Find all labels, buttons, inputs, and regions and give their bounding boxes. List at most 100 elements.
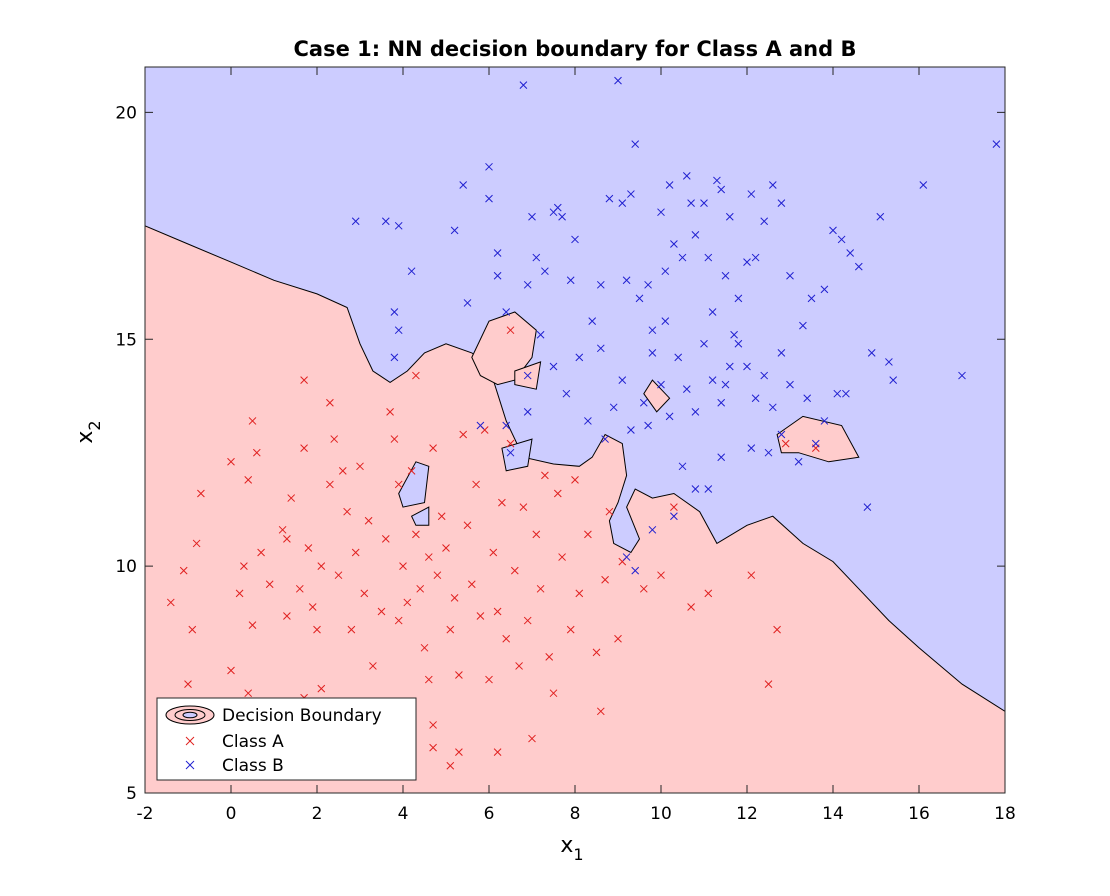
class-b-point <box>648 326 657 335</box>
class-a-point <box>747 571 756 580</box>
class-b-point <box>558 212 566 221</box>
class-b-point <box>725 212 734 221</box>
class-a-point <box>283 612 291 620</box>
class-a-point <box>528 734 536 743</box>
class-a-point <box>283 535 291 543</box>
x-axis-label-subscript: 1 <box>573 845 583 864</box>
class-b-point <box>833 389 842 398</box>
legend-label-class-b: Class B <box>222 756 284 776</box>
class-a-point <box>523 616 532 625</box>
class-b-point <box>678 462 687 471</box>
class-b-point <box>596 344 605 353</box>
class-a-point <box>386 407 394 416</box>
class-b-point <box>536 330 545 339</box>
class-b-point <box>627 190 635 198</box>
class-b-point <box>502 308 511 316</box>
class-b-point <box>381 217 390 226</box>
class-b-point <box>390 353 399 362</box>
class-a-point <box>515 662 523 670</box>
y-tick-label: 20 <box>115 103 137 123</box>
class-a-point <box>536 584 545 593</box>
class-b-point <box>876 212 885 221</box>
class-b-point <box>670 512 678 521</box>
class-b-point <box>777 199 786 207</box>
class-b-point <box>351 217 360 226</box>
class-a-point <box>317 562 326 570</box>
class-a-point <box>442 544 450 552</box>
class-a-point <box>532 530 541 539</box>
class-a-point <box>360 589 369 598</box>
class-b-point <box>485 194 493 203</box>
class-b-point <box>829 226 837 235</box>
class-b-point <box>837 235 846 244</box>
class-a-point <box>300 444 308 453</box>
contour-icon <box>165 705 215 725</box>
class-b-point <box>670 240 678 248</box>
class-b-point <box>601 435 609 443</box>
class-b-point <box>562 389 571 398</box>
class-a-point <box>244 476 253 484</box>
class-a-point <box>614 634 622 643</box>
island-class-b <box>398 461 430 508</box>
class-b-point <box>867 349 876 357</box>
y-tick-label: 5 <box>126 784 137 804</box>
class-b-point <box>704 485 713 493</box>
class-b-point <box>889 376 898 384</box>
class-a-point <box>558 553 566 561</box>
class-a-point <box>394 616 403 625</box>
class-b-point <box>743 258 751 266</box>
class-b-point <box>768 403 777 412</box>
class-a-point <box>687 603 695 611</box>
class-b-point <box>394 221 403 230</box>
class-a-point <box>343 507 351 516</box>
class-b-point <box>704 253 713 262</box>
class-a-point <box>252 448 261 457</box>
class-a-point <box>240 562 248 570</box>
class-a-point <box>575 589 584 598</box>
class-b-point <box>394 326 403 335</box>
class-b-point <box>687 199 695 207</box>
class-b-point <box>523 407 532 416</box>
class-b-point <box>811 439 820 448</box>
class-a-point <box>502 634 511 643</box>
class-a-point <box>308 603 317 611</box>
class-b-point <box>854 262 863 271</box>
class-a-point <box>459 430 468 439</box>
island-class-b <box>410 506 430 526</box>
class-b-point <box>708 376 717 384</box>
class-a-point <box>773 625 781 634</box>
legend-item-class-a: Class A <box>185 732 284 752</box>
chart-title: Case 1: NN decision boundary for Class A… <box>293 37 856 61</box>
island-class-a <box>776 415 860 463</box>
class-b-point <box>691 231 700 239</box>
class-a-point <box>394 480 403 489</box>
class-a-point <box>455 671 463 679</box>
class-b-point <box>786 380 794 389</box>
class-a-point <box>670 503 678 511</box>
class-b-point <box>992 140 1001 148</box>
class-b-point <box>734 294 743 303</box>
class-b-point <box>799 321 807 330</box>
class-a-point <box>399 562 407 570</box>
class-a-point <box>244 689 253 698</box>
class-a-point <box>184 680 192 688</box>
class-a-point <box>596 707 605 716</box>
class-a-point <box>317 684 326 693</box>
class-a-point <box>592 648 601 657</box>
class-b-point <box>820 285 829 294</box>
legend-label-decision-boundary: Decision Boundary <box>222 706 382 726</box>
class-a-point <box>506 326 515 335</box>
class-a-point <box>313 625 321 634</box>
class-a-point <box>300 376 308 384</box>
class-b-point <box>803 394 812 403</box>
class-a-point <box>446 625 455 634</box>
class-a-point <box>188 625 197 634</box>
class-b-point <box>747 190 756 198</box>
class-b-point <box>528 212 536 221</box>
class-a-point <box>424 553 433 561</box>
class-b-point <box>476 421 485 430</box>
class-b-point <box>631 140 640 148</box>
class-b-point <box>506 448 515 457</box>
x-axis-label-main: x <box>560 833 573 858</box>
class-b-point <box>609 403 618 412</box>
